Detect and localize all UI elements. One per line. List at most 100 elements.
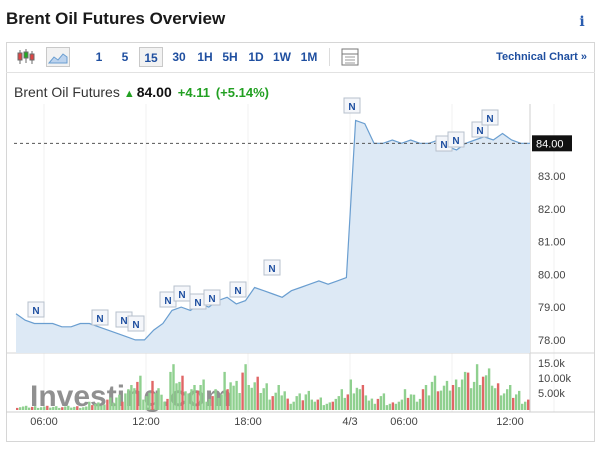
- volume-bar: [169, 371, 172, 410]
- news-marker[interactable]: N: [229, 281, 247, 298]
- time-tick-label: 12:00: [132, 416, 160, 428]
- info-icon[interactable]: i: [579, 14, 585, 30]
- volume-bar: [166, 398, 169, 410]
- news-marker-label: N: [476, 126, 483, 137]
- volume-bar: [433, 375, 437, 410]
- price-tick-label: 80.00: [538, 269, 566, 281]
- interval-30[interactable]: 30: [172, 50, 186, 64]
- volume-bar: [334, 398, 337, 410]
- volume-bar: [94, 403, 97, 410]
- volume-tick-label: 5.00k: [538, 388, 565, 400]
- interval-1h[interactable]: 1H: [197, 50, 213, 64]
- area-chart-icon[interactable]: [46, 47, 70, 67]
- volume-bar: [469, 388, 473, 410]
- volume-bar: [337, 396, 340, 410]
- news-marker[interactable]: N: [203, 289, 221, 306]
- news-marker[interactable]: N: [447, 131, 465, 148]
- volume-bar: [76, 406, 79, 410]
- interval-15[interactable]: 15: [139, 47, 163, 67]
- volume-bar: [427, 395, 431, 410]
- interval-1d[interactable]: 1D: [248, 50, 264, 64]
- news-marker[interactable]: N: [263, 259, 281, 276]
- volume-bar: [217, 397, 220, 410]
- volume-bar: [268, 399, 271, 410]
- volume-bar: [79, 407, 82, 410]
- volume-bar: [184, 391, 187, 410]
- volume-bar: [214, 389, 217, 410]
- volume-bar: [157, 388, 160, 410]
- interval-1m[interactable]: 1M: [300, 50, 318, 64]
- volume-bar: [25, 405, 28, 410]
- chart-frame: [6, 42, 595, 442]
- volume-bar: [160, 394, 163, 410]
- volume-bar: [307, 390, 310, 410]
- news-marker[interactable]: N: [173, 285, 191, 302]
- volume-bar: [103, 404, 106, 410]
- volume-bar: [292, 401, 295, 410]
- news-marker-label: N: [164, 296, 171, 307]
- volume-bar: [28, 407, 31, 410]
- volume-bar: [154, 393, 157, 410]
- volume-bar: [457, 387, 461, 410]
- technical-chart-link[interactable]: Technical Chart »: [496, 51, 587, 63]
- volume-bar: [391, 402, 395, 410]
- volume-bar: [310, 399, 313, 410]
- volume-bar: [295, 396, 298, 410]
- volume-bar: [46, 405, 49, 410]
- page-title: Brent Oil Futures Overview: [6, 9, 226, 28]
- news-marker-box: [447, 131, 465, 148]
- volume-bar: [313, 401, 316, 410]
- news-marker[interactable]: N: [127, 315, 145, 332]
- volume-bar: [43, 406, 46, 410]
- volume-bar: [451, 385, 455, 410]
- volume-bar: [82, 407, 85, 410]
- volume-bar: [415, 401, 419, 410]
- volume-bar: [67, 405, 70, 410]
- news-marker[interactable]: N: [481, 109, 499, 126]
- volume-bar: [229, 382, 232, 410]
- volume-bar: [196, 390, 199, 410]
- volume-bar: [493, 388, 497, 410]
- interval-1[interactable]: 1: [95, 50, 103, 64]
- volume-bar: [322, 405, 325, 410]
- volume-bar: [223, 371, 226, 410]
- volume-bar: [193, 385, 196, 410]
- interval-1w[interactable]: 1W: [273, 50, 291, 64]
- volume-bar: [220, 394, 223, 410]
- volume-bar: [235, 380, 238, 410]
- volume-bar: [256, 376, 259, 410]
- news-marker-label: N: [208, 294, 215, 305]
- news-marker-label: N: [348, 102, 355, 113]
- news-marker[interactable]: N: [91, 309, 109, 326]
- volume-bar: [346, 394, 349, 410]
- volume-bar: [515, 394, 518, 410]
- time-tick-label: 12:00: [496, 416, 524, 428]
- table-icon[interactable]: [340, 47, 364, 67]
- news-marker-label: N: [178, 290, 185, 301]
- interval-5[interactable]: 5: [121, 50, 129, 64]
- volume-bar: [37, 407, 40, 410]
- volume-bar: [355, 387, 359, 410]
- volume-bar: [460, 379, 464, 410]
- volume-bar: [358, 389, 362, 410]
- volume-bar: [106, 399, 109, 410]
- news-marker[interactable]: N: [343, 97, 361, 114]
- interval-5h[interactable]: 5H: [222, 50, 238, 64]
- volume-bar: [64, 406, 67, 410]
- arrow-up-icon: ▲: [123, 88, 135, 100]
- quote-line: Brent Oil Futures ▲ 84.00 +4.11 (+5.14%): [14, 84, 269, 100]
- news-marker-label: N: [440, 140, 447, 151]
- volume-bar: [496, 383, 500, 410]
- volume-bar: [518, 390, 521, 410]
- candlestick-icon[interactable]: [14, 47, 38, 67]
- volume-bar: [73, 406, 76, 410]
- news-marker[interactable]: N: [471, 121, 489, 138]
- volume-bar: [340, 389, 343, 410]
- volume-bar: [361, 385, 365, 410]
- volume-bar: [394, 403, 398, 410]
- news-marker[interactable]: N: [27, 301, 45, 318]
- news-marker-label: N: [132, 320, 139, 331]
- volume-bar: [274, 392, 277, 410]
- news-marker-box: [27, 301, 45, 318]
